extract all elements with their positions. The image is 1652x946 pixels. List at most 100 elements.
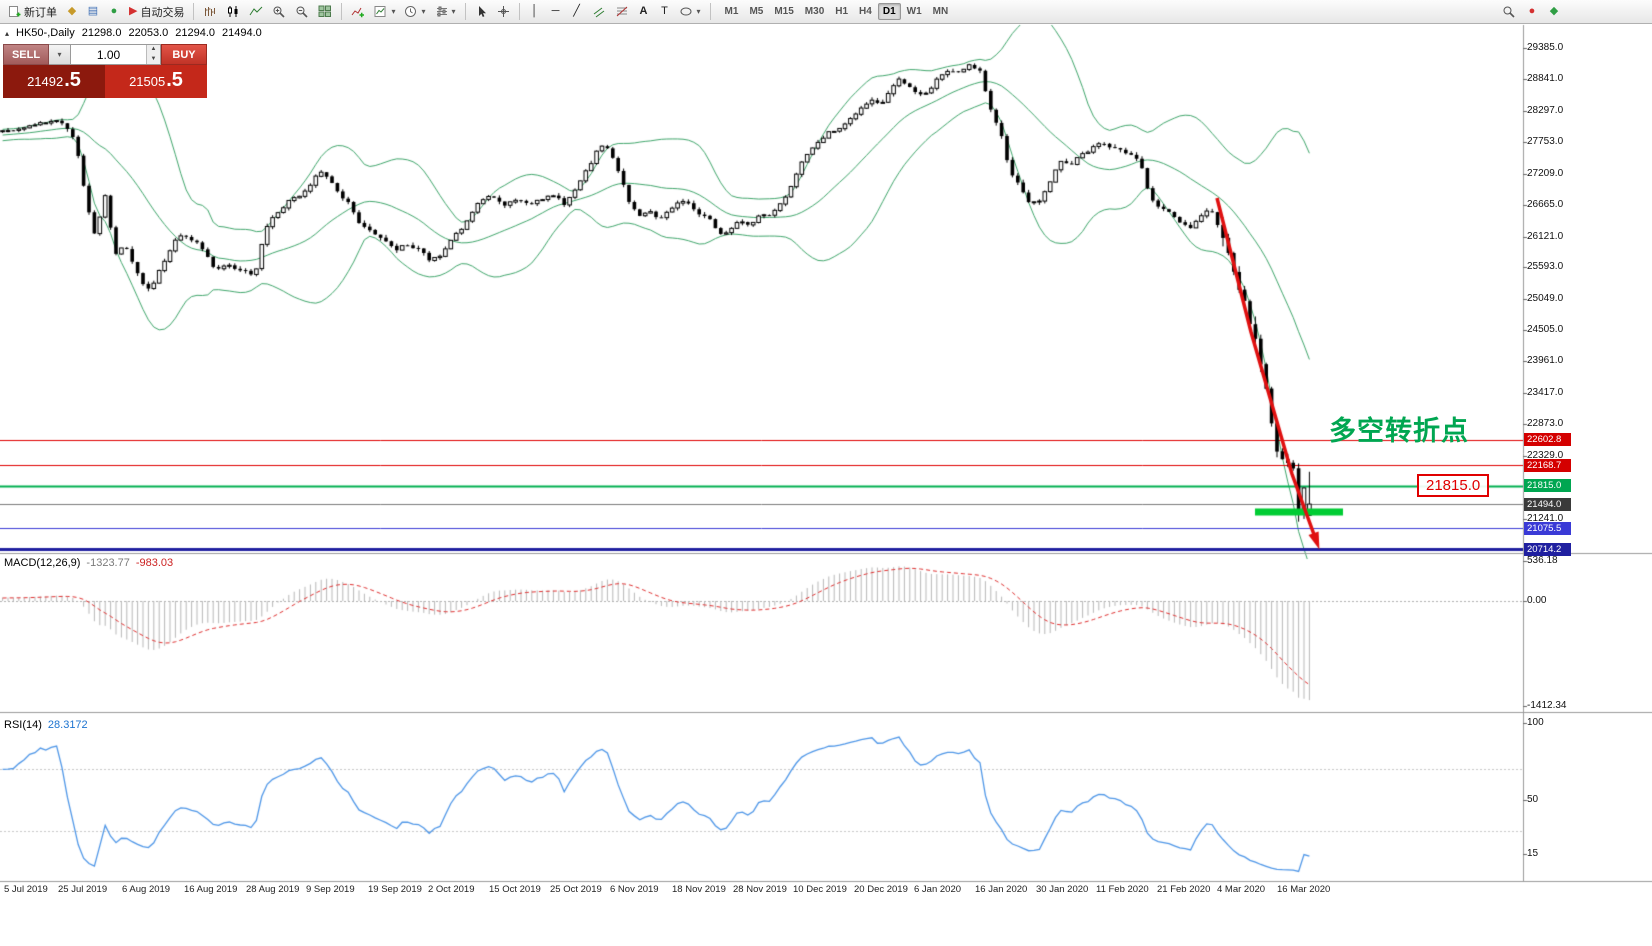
toolbar-separator bbox=[341, 3, 343, 20]
macd-main-value: -1323.77 bbox=[86, 557, 130, 569]
tile-windows-button[interactable] bbox=[314, 2, 336, 22]
shapes-icon bbox=[680, 7, 692, 16]
macd-signal-value: -983.03 bbox=[135, 557, 174, 569]
indicators-icon bbox=[352, 7, 365, 18]
terminal-icon: ● bbox=[110, 5, 118, 17]
autotrading-label: 自动交易 bbox=[140, 6, 185, 19]
timeframe-button-w1[interactable]: W1 bbox=[902, 3, 927, 20]
timeframe-toolbar: M1 M5 M15 M30 H1 H4 D1 W1 MN bbox=[720, 3, 954, 20]
open-value: 21298.0 bbox=[81, 27, 122, 39]
sell-price-frac: .5 bbox=[64, 69, 81, 91]
terminal-button[interactable]: ● bbox=[104, 2, 124, 22]
channel-icon bbox=[593, 7, 604, 18]
collapse-arrow-icon[interactable]: ▴ bbox=[5, 28, 10, 38]
cursor-button[interactable] bbox=[471, 2, 492, 22]
text-label-button[interactable]: T bbox=[655, 2, 675, 22]
new-chart-icon bbox=[374, 6, 386, 17]
candlestick-chart-button[interactable] bbox=[222, 2, 244, 22]
horizontal-line-button[interactable]: ─ bbox=[546, 2, 566, 22]
sell-button[interactable]: SELL bbox=[3, 44, 49, 65]
autotrading-icon: ▶ bbox=[129, 5, 138, 17]
stepper-up-icon[interactable]: ▲ bbox=[147, 45, 160, 55]
autotrading-button[interactable]: ▶ 自动交易 bbox=[125, 2, 188, 22]
market-button[interactable]: ◆ bbox=[1544, 2, 1564, 22]
main-toolbar: 新订单 ◆ ▤ ● ▶ 自动交易 ▾ ▾ ▾ │ ─ ╱ A T ▾ M bbox=[0, 0, 1652, 24]
shapes-button[interactable]: ▾ bbox=[676, 2, 705, 22]
text-label-icon: T bbox=[661, 5, 668, 17]
toolbar-right-group: ● ◆ bbox=[1498, 2, 1564, 22]
new-order-button[interactable]: 新订单 bbox=[4, 2, 61, 22]
turning-point-annotation: 多空转折点 bbox=[1329, 416, 1469, 446]
order-type-dropdown[interactable]: ▾ bbox=[49, 44, 71, 65]
volume-value: 1.00 bbox=[96, 47, 121, 62]
macd-title: MACD(12,26,9) -1323.77 -983.03 bbox=[4, 557, 173, 569]
dropdown-caret-icon: ▾ bbox=[57, 49, 62, 59]
zoom-out-icon bbox=[296, 6, 309, 18]
navigator-button[interactable]: ▤ bbox=[83, 2, 103, 22]
alerts-button[interactable]: ● bbox=[1522, 2, 1542, 22]
timeframe-button-h4[interactable]: H4 bbox=[854, 3, 877, 20]
timeframe-button-m5[interactable]: M5 bbox=[744, 3, 768, 20]
fibonacci-button[interactable] bbox=[611, 2, 633, 22]
toolbar-separator bbox=[709, 3, 711, 20]
rsi-name: RSI(14) bbox=[4, 719, 42, 731]
toolbar-separator bbox=[518, 3, 520, 20]
profiles-button[interactable]: ▾ bbox=[400, 2, 429, 22]
zoom-in-button[interactable] bbox=[268, 2, 290, 22]
new-order-label: 新订单 bbox=[24, 6, 57, 19]
timeframe-button-h1[interactable]: H1 bbox=[830, 3, 853, 20]
trade-panel-prices: 21492.5 21505.5 bbox=[3, 65, 207, 98]
market-watch-button[interactable]: ◆ bbox=[62, 2, 82, 22]
line-chart-button[interactable] bbox=[245, 2, 267, 22]
trade-panel-controls: SELL ▾ 1.00 ▲ ▼ BUY bbox=[3, 44, 207, 65]
volume-input[interactable]: 1.00 ▲ ▼ bbox=[71, 44, 161, 65]
rsi-title: RSI(14) 28.3172 bbox=[4, 719, 88, 731]
new-chart-button[interactable]: ▾ bbox=[370, 2, 399, 22]
indicators-button[interactable] bbox=[347, 2, 369, 22]
timeframe-button-m15[interactable]: M15 bbox=[769, 3, 798, 20]
channel-button[interactable] bbox=[588, 2, 610, 22]
trendline-button[interactable]: ╱ bbox=[567, 2, 587, 22]
chart-settings-button[interactable]: ▾ bbox=[431, 2, 460, 22]
sell-price-main: 21492 bbox=[27, 74, 64, 89]
dropdown-caret-icon: ▾ bbox=[391, 6, 396, 16]
bar-chart-button[interactable] bbox=[199, 2, 221, 22]
crosshair-icon bbox=[497, 6, 509, 17]
buy-price[interactable]: 21505.5 bbox=[105, 65, 207, 98]
text-icon: A bbox=[639, 5, 648, 17]
crosshair-button[interactable] bbox=[493, 2, 514, 22]
clock-icon bbox=[405, 6, 417, 17]
timeframe-button-m1[interactable]: M1 bbox=[720, 3, 744, 20]
volume-stepper[interactable]: ▲ ▼ bbox=[146, 45, 160, 64]
vertical-line-button[interactable]: │ bbox=[525, 2, 545, 22]
symbol-period-label: HK50-,Daily bbox=[16, 27, 75, 39]
chart-ohlc-header: ▴ HK50-,Daily 21298.0 22053.0 21294.0 21… bbox=[5, 27, 262, 39]
one-click-trading-panel: SELL ▾ 1.00 ▲ ▼ BUY 21492.5 21505.5 bbox=[3, 44, 207, 98]
navigator-icon: ▤ bbox=[87, 5, 99, 17]
buy-price-main: 21505 bbox=[129, 74, 166, 89]
timeframe-button-m30[interactable]: M30 bbox=[800, 3, 829, 20]
fibonacci-icon bbox=[616, 6, 627, 17]
buy-button[interactable]: BUY bbox=[161, 44, 207, 65]
timeframe-button-d1[interactable]: D1 bbox=[877, 3, 901, 20]
dropdown-caret-icon: ▾ bbox=[696, 6, 701, 16]
new-order-icon bbox=[9, 6, 21, 17]
stepper-down-icon[interactable]: ▼ bbox=[147, 54, 160, 64]
low-value: 21294.0 bbox=[175, 27, 215, 39]
candlestick-chart-icon bbox=[228, 6, 238, 17]
timeframe-button-mn[interactable]: MN bbox=[928, 3, 954, 20]
buy-price-frac: .5 bbox=[166, 69, 183, 91]
zoom-out-button[interactable] bbox=[291, 2, 313, 22]
dropdown-caret-icon: ▾ bbox=[451, 6, 456, 16]
search-button[interactable] bbox=[1498, 2, 1520, 22]
text-button[interactable]: A bbox=[634, 2, 654, 22]
settings-icon bbox=[436, 6, 447, 17]
line-chart-icon bbox=[250, 6, 263, 16]
close-value: 21494.0 bbox=[222, 27, 262, 39]
alert-icon: ● bbox=[1528, 5, 1536, 17]
sell-price[interactable]: 21492.5 bbox=[3, 65, 105, 98]
toolbar-separator bbox=[193, 3, 195, 20]
tile-windows-icon bbox=[318, 5, 332, 17]
